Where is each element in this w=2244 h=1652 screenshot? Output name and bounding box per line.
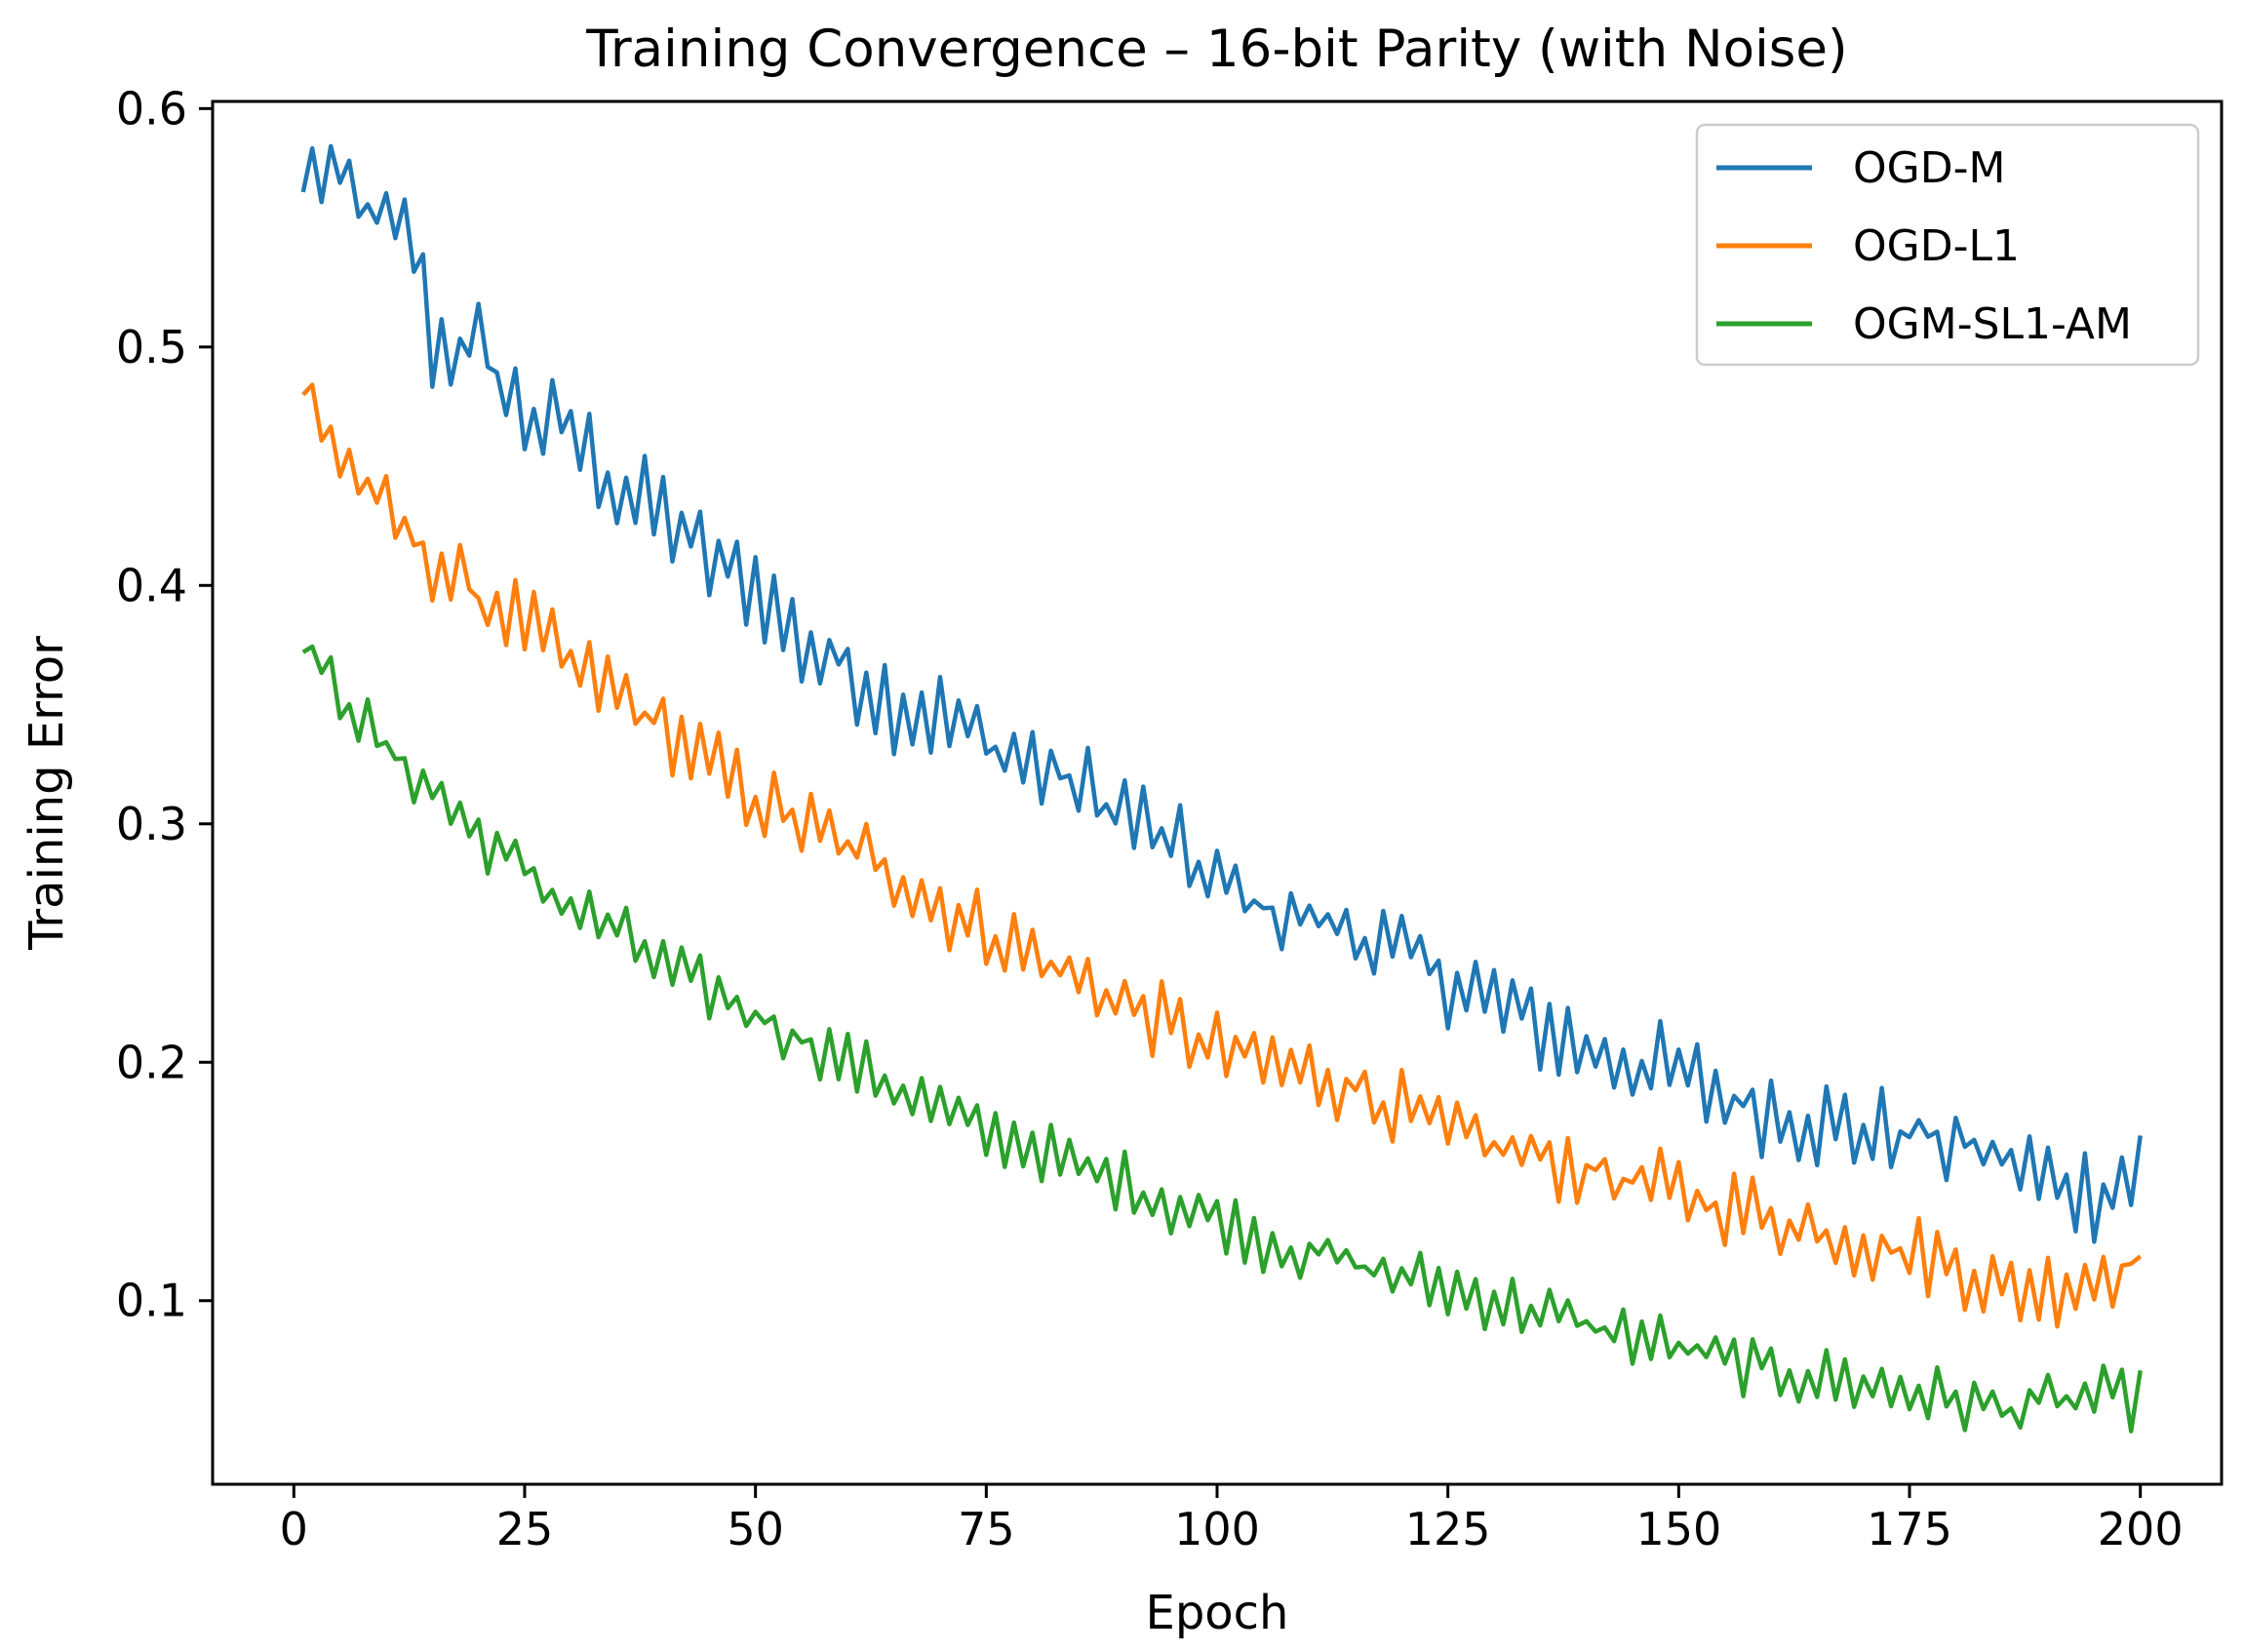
- x-tick-label: 25: [496, 1503, 554, 1555]
- series-line-ogd-m: [300, 143, 2143, 1244]
- x-tick-label: 0: [280, 1503, 308, 1555]
- x-tick-label: 200: [2098, 1503, 2184, 1555]
- y-tick-label: 0.1: [116, 1275, 187, 1327]
- series-line-ogd-l1: [301, 382, 2143, 1329]
- legend-label: OGD-L1: [1853, 221, 2020, 271]
- x-tick-label: 100: [1174, 1503, 1260, 1555]
- legend-label: OGM-SL1-AM: [1853, 299, 2132, 349]
- x-axis-ticks: 0 25 50 75 100 125 150 175 200: [280, 1484, 2184, 1555]
- plot-lines: [300, 143, 2143, 1434]
- x-tick-label: 175: [1867, 1503, 1952, 1555]
- y-tick-label: 0.3: [116, 798, 187, 850]
- x-tick-label: 125: [1405, 1503, 1491, 1555]
- x-tick-label: 50: [727, 1503, 784, 1555]
- legend-box: [1695, 123, 2200, 367]
- x-axis-title: Epoch: [1146, 1586, 1289, 1640]
- y-tick-label: 0.5: [116, 321, 187, 374]
- x-tick-label: 75: [958, 1503, 1015, 1555]
- y-tick-label: 0.6: [116, 82, 187, 135]
- y-tick-label: 0.2: [116, 1036, 187, 1088]
- y-tick-label: 0.4: [116, 559, 187, 611]
- legend: OGD-M OGD-L1 OGM-SL1-AM: [1695, 123, 2200, 367]
- x-tick-label: 150: [1635, 1503, 1721, 1555]
- y-axis-title: Training Error: [20, 636, 74, 951]
- series-line-ogm-sl1-am: [301, 644, 2143, 1434]
- legend-label: OGD-M: [1853, 143, 2005, 193]
- y-axis-ticks: 0.1 0.2 0.3 0.4 0.5 0.6: [116, 82, 213, 1327]
- chart-title: Training Convergence – 16-bit Parity (wi…: [585, 20, 1847, 79]
